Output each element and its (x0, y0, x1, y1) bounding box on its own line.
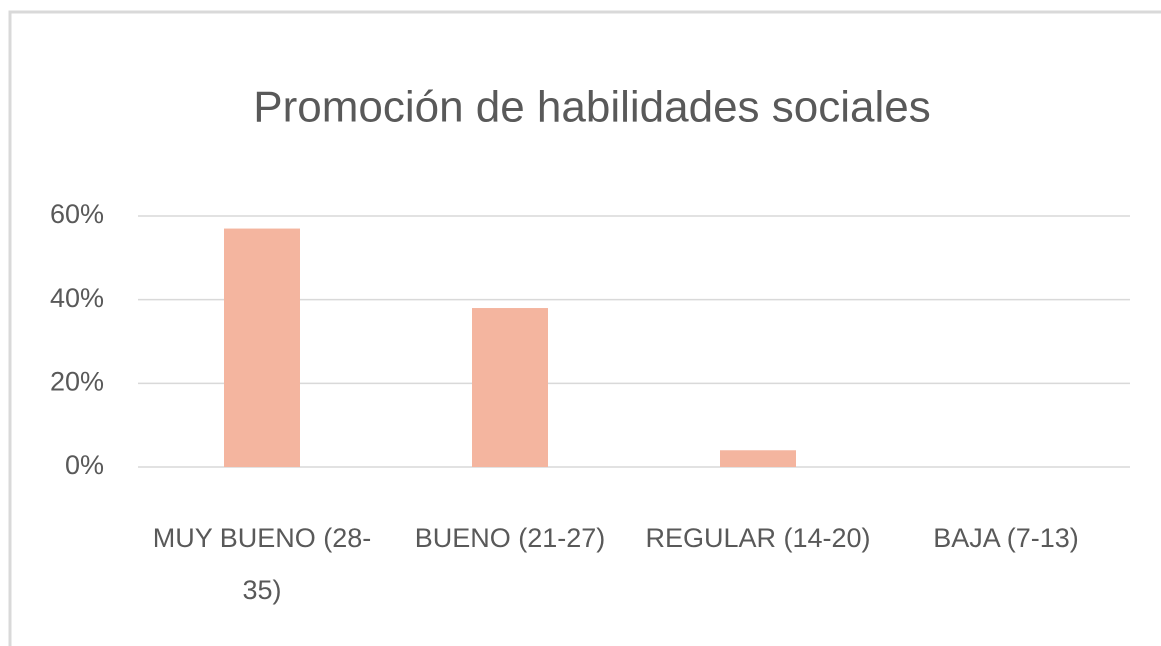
x-tick-label: MUY BUENO (28-35) (152, 523, 372, 605)
x-tick-label: BUENO (21-27) (414, 523, 606, 553)
bar (720, 450, 796, 467)
x-tick-label: BAJA (7-13) (933, 523, 1079, 553)
y-tick-label: 40% (50, 283, 104, 313)
chart-frame (8, 10, 1161, 646)
y-tick-label: 0% (65, 450, 104, 480)
y-tick-label: 60% (50, 199, 104, 229)
y-tick-label: 20% (50, 366, 104, 396)
chart-title: Promoción de habilidades sociales (253, 83, 931, 132)
bar (472, 308, 548, 467)
bar (224, 228, 300, 467)
x-tick-label: REGULAR (14-20) (645, 523, 871, 553)
